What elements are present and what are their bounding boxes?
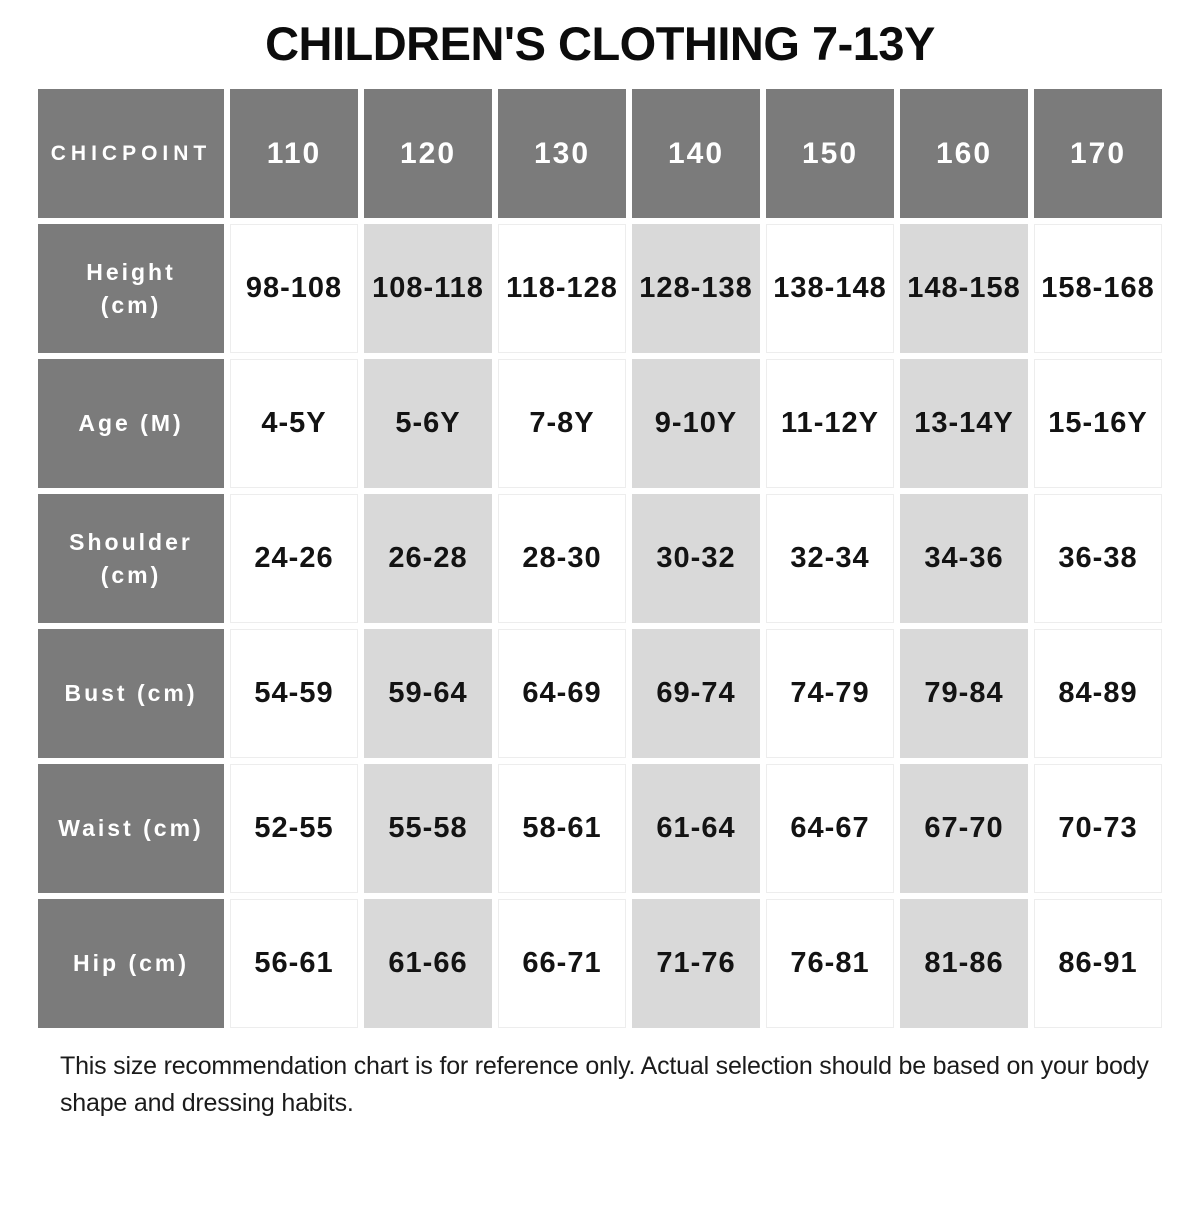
value-cell: 13-14Y <box>900 359 1028 489</box>
value-cell: 128-138 <box>632 224 760 354</box>
page-title: CHILDREN'S CLOTHING 7-13Y <box>265 17 935 70</box>
value-cell: 28-30 <box>498 494 626 624</box>
value-cell: 56-61 <box>230 899 358 1029</box>
size-header-130: 130 <box>498 89 626 219</box>
value-cell: 138-148 <box>766 224 894 354</box>
value-cell: 67-70 <box>900 764 1028 894</box>
row-label-bust: Bust (cm) <box>38 629 224 759</box>
size-header-160: 160 <box>900 89 1028 219</box>
value-cell: 58-61 <box>498 764 626 894</box>
row-label-height: Height (cm) <box>38 224 224 354</box>
size-header-110: 110 <box>230 89 358 219</box>
value-cell: 59-64 <box>364 629 492 759</box>
value-cell: 7-8Y <box>498 359 626 489</box>
value-cell: 81-86 <box>900 899 1028 1029</box>
value-cell: 54-59 <box>230 629 358 759</box>
footer-note: This size recommendation chart is for re… <box>60 1052 1149 1117</box>
row-label-age: Age (M) <box>38 359 224 489</box>
value-cell: 52-55 <box>230 764 358 894</box>
value-cell: 98-108 <box>230 224 358 354</box>
value-cell: 70-73 <box>1034 764 1162 894</box>
size-header-140: 140 <box>632 89 760 219</box>
value-cell: 9-10Y <box>632 359 760 489</box>
value-cell: 71-76 <box>632 899 760 1029</box>
value-cell: 15-16Y <box>1034 359 1162 489</box>
size-chart-table: CHICPOINT 110 120 130 140 150 160 170 He… <box>38 89 1162 1029</box>
value-cell: 86-91 <box>1034 899 1162 1029</box>
value-cell: 5-6Y <box>364 359 492 489</box>
value-cell: 24-26 <box>230 494 358 624</box>
brand-cell: CHICPOINT <box>38 89 224 219</box>
value-cell: 66-71 <box>498 899 626 1029</box>
value-cell: 118-128 <box>498 224 626 354</box>
value-cell: 61-64 <box>632 764 760 894</box>
value-cell: 32-34 <box>766 494 894 624</box>
value-cell: 84-89 <box>1034 629 1162 759</box>
value-cell: 74-79 <box>766 629 894 759</box>
value-cell: 148-158 <box>900 224 1028 354</box>
value-cell: 4-5Y <box>230 359 358 489</box>
value-cell: 79-84 <box>900 629 1028 759</box>
value-cell: 64-69 <box>498 629 626 759</box>
value-cell: 108-118 <box>364 224 492 354</box>
row-label-hip: Hip (cm) <box>38 899 224 1029</box>
value-cell: 55-58 <box>364 764 492 894</box>
row-label-shoulder: Shoulder (cm) <box>38 494 224 624</box>
value-cell: 34-36 <box>900 494 1028 624</box>
value-cell: 76-81 <box>766 899 894 1029</box>
value-cell: 69-74 <box>632 629 760 759</box>
value-cell: 36-38 <box>1034 494 1162 624</box>
value-cell: 64-67 <box>766 764 894 894</box>
size-header-120: 120 <box>364 89 492 219</box>
row-label-waist: Waist (cm) <box>38 764 224 894</box>
value-cell: 11-12Y <box>766 359 894 489</box>
size-header-170: 170 <box>1034 89 1162 219</box>
value-cell: 61-66 <box>364 899 492 1029</box>
value-cell: 26-28 <box>364 494 492 624</box>
size-header-150: 150 <box>766 89 894 219</box>
value-cell: 158-168 <box>1034 224 1162 354</box>
value-cell: 30-32 <box>632 494 760 624</box>
